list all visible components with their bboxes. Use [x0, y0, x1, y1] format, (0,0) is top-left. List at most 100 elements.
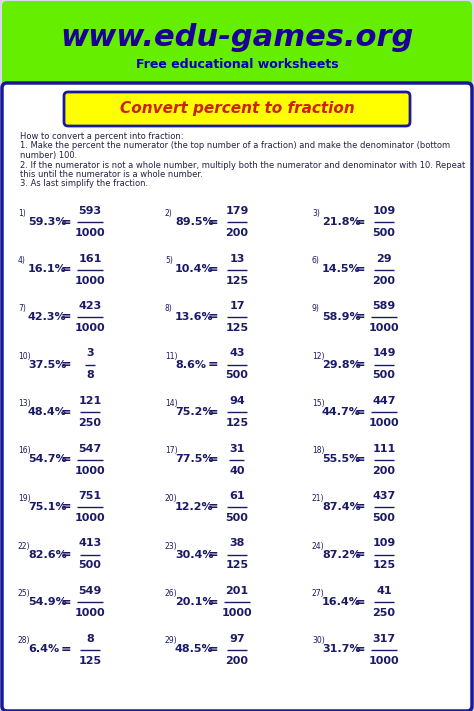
Text: 447: 447 [372, 396, 396, 406]
Text: 20): 20) [165, 494, 178, 503]
Text: 23): 23) [165, 542, 178, 550]
Text: 437: 437 [373, 491, 396, 501]
Text: 149: 149 [372, 348, 396, 358]
Text: 89.5%: 89.5% [175, 217, 214, 227]
Text: 27): 27) [312, 589, 325, 598]
Text: 77.5%: 77.5% [175, 454, 213, 464]
Text: 6): 6) [312, 257, 320, 265]
Text: =: = [208, 501, 219, 513]
Text: 200: 200 [373, 275, 395, 286]
Text: this until the numerator is a whole number.: this until the numerator is a whole numb… [20, 170, 203, 179]
Text: 29: 29 [376, 254, 392, 264]
Text: 10.4%: 10.4% [175, 264, 214, 274]
Text: =: = [208, 263, 219, 276]
Text: =: = [208, 405, 219, 419]
Text: Convert percent to fraction: Convert percent to fraction [119, 102, 355, 117]
Text: =: = [61, 453, 71, 466]
Text: www.edu-games.org: www.edu-games.org [60, 23, 414, 53]
Text: 1000: 1000 [369, 323, 399, 333]
Text: 58.9%: 58.9% [322, 312, 361, 322]
Text: 413: 413 [78, 538, 101, 548]
Text: 43: 43 [229, 348, 245, 358]
Text: 179: 179 [225, 206, 249, 216]
Text: 200: 200 [373, 466, 395, 476]
Text: =: = [355, 643, 365, 656]
Text: 75.1%: 75.1% [28, 502, 66, 512]
Text: 125: 125 [226, 418, 248, 428]
Text: 14): 14) [165, 399, 178, 408]
Text: 125: 125 [226, 323, 248, 333]
Text: 13.6%: 13.6% [175, 312, 214, 322]
Text: 1000: 1000 [75, 466, 105, 476]
Text: Free educational worksheets: Free educational worksheets [136, 58, 338, 72]
Text: =: = [208, 311, 219, 324]
Text: 549: 549 [78, 586, 102, 596]
Text: 26): 26) [165, 589, 178, 598]
Text: 125: 125 [78, 656, 101, 665]
Text: 500: 500 [226, 513, 248, 523]
Text: =: = [355, 596, 365, 609]
Text: 17): 17) [165, 447, 178, 456]
Text: 48.4%: 48.4% [28, 407, 67, 417]
Text: =: = [208, 215, 219, 228]
Text: 4): 4) [18, 257, 26, 265]
Text: How to convert a percent into fraction:: How to convert a percent into fraction: [20, 132, 183, 141]
Text: =: = [61, 596, 71, 609]
Text: 9): 9) [312, 304, 320, 313]
Text: 111: 111 [373, 444, 396, 454]
Text: 87.2%: 87.2% [322, 550, 361, 560]
Text: 41: 41 [376, 586, 392, 596]
Text: =: = [61, 311, 71, 324]
Text: 1000: 1000 [75, 323, 105, 333]
Text: 1000: 1000 [75, 513, 105, 523]
Text: 13): 13) [18, 399, 31, 408]
Text: 125: 125 [373, 560, 396, 570]
Text: 11): 11) [165, 351, 177, 360]
Text: 161: 161 [78, 254, 102, 264]
Text: 3): 3) [312, 209, 320, 218]
Text: 16.1%: 16.1% [28, 264, 67, 274]
Text: =: = [208, 453, 219, 466]
Text: 8.6%: 8.6% [175, 360, 206, 370]
Text: 55.5%: 55.5% [322, 454, 360, 464]
Text: 250: 250 [373, 608, 395, 618]
Text: 21.8%: 21.8% [322, 217, 361, 227]
Text: 500: 500 [373, 370, 395, 380]
Text: 589: 589 [373, 301, 396, 311]
Text: 7): 7) [18, 304, 26, 313]
Text: 29): 29) [165, 636, 178, 646]
Text: =: = [355, 405, 365, 419]
Text: =: = [355, 453, 365, 466]
Text: =: = [355, 215, 365, 228]
Text: =: = [61, 263, 71, 276]
Text: 54.9%: 54.9% [28, 597, 67, 607]
Text: 44.7%: 44.7% [322, 407, 361, 417]
Text: 61: 61 [229, 491, 245, 501]
Text: 109: 109 [373, 206, 396, 216]
Text: 125: 125 [226, 560, 248, 570]
Text: 87.4%: 87.4% [322, 502, 361, 512]
Text: 6.4%: 6.4% [28, 644, 59, 655]
Text: 5): 5) [165, 257, 173, 265]
Text: 25): 25) [18, 589, 31, 598]
Text: 59.3%: 59.3% [28, 217, 66, 227]
Text: 31.7%: 31.7% [322, 644, 361, 655]
Text: =: = [355, 358, 365, 371]
Text: =: = [61, 405, 71, 419]
Text: 1000: 1000 [369, 656, 399, 665]
Text: 500: 500 [373, 228, 395, 238]
Text: 547: 547 [78, 444, 101, 454]
Text: 201: 201 [226, 586, 248, 596]
Text: 109: 109 [373, 538, 396, 548]
Text: 75.2%: 75.2% [175, 407, 213, 417]
Text: 1000: 1000 [222, 608, 252, 618]
Text: 200: 200 [226, 228, 248, 238]
Text: 16.4%: 16.4% [322, 597, 361, 607]
Text: =: = [355, 311, 365, 324]
Text: 38: 38 [229, 538, 245, 548]
Text: 3: 3 [86, 348, 94, 358]
Text: 17: 17 [229, 301, 245, 311]
Text: 24): 24) [312, 542, 325, 550]
Text: 14.5%: 14.5% [322, 264, 361, 274]
Text: 42.3%: 42.3% [28, 312, 67, 322]
